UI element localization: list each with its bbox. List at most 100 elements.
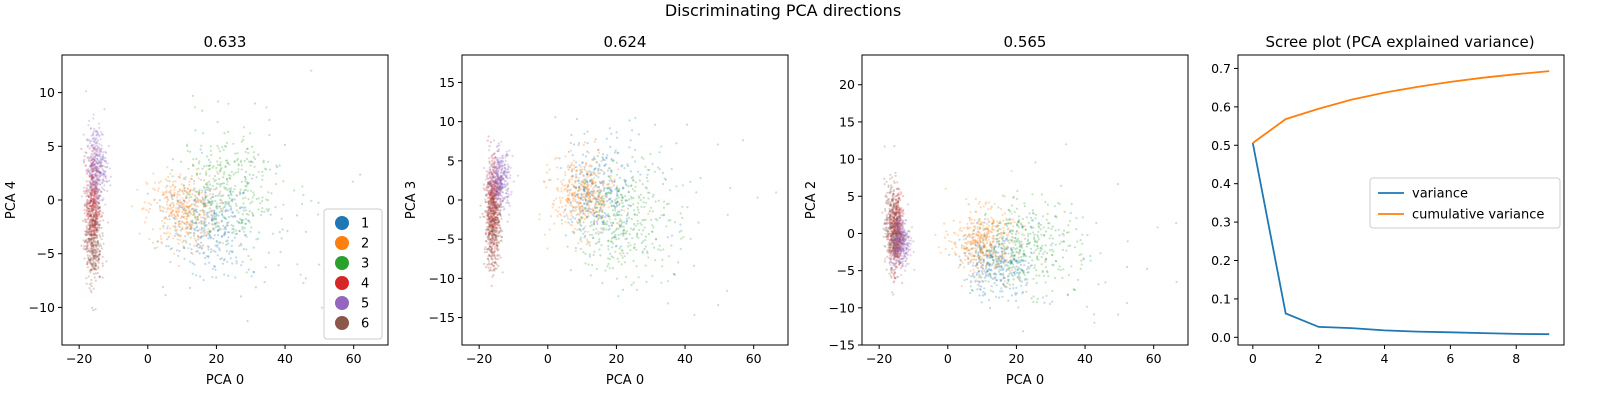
- point-class-4: [92, 229, 95, 232]
- point-class-2: [208, 174, 211, 178]
- point-class-5: [99, 150, 103, 153]
- point-class-3: [301, 185, 304, 188]
- point-class-1: [176, 249, 179, 252]
- point-class-2: [218, 194, 221, 197]
- point-class-2: [187, 247, 190, 250]
- point-class-1: [633, 160, 637, 163]
- point-class-1: [202, 227, 206, 230]
- point-class-5: [100, 144, 103, 147]
- point-class-6: [89, 185, 92, 188]
- point-class-1: [210, 196, 214, 199]
- point-class-2: [182, 208, 185, 212]
- point-class-2: [177, 214, 180, 218]
- point-class-3: [590, 221, 593, 224]
- point-class-2: [548, 228, 551, 231]
- point-class-5: [90, 162, 93, 165]
- point-class-6: [95, 244, 98, 247]
- point-class-2: [588, 174, 591, 177]
- panel-2-ylabel: PCA 3: [404, 181, 419, 219]
- point-class-2: [204, 228, 207, 231]
- point-class-1: [583, 132, 586, 135]
- point-class-1: [978, 273, 981, 276]
- point-class-4: [92, 175, 95, 178]
- point-class-5: [94, 168, 97, 172]
- point-class-3: [205, 172, 208, 175]
- point-class-1: [194, 129, 197, 132]
- point-class-6: [484, 246, 487, 249]
- point-class-5: [86, 145, 89, 148]
- point-class-3: [649, 206, 653, 209]
- point-class-4: [95, 218, 98, 221]
- point-class-3: [242, 202, 245, 205]
- point-class-4: [87, 213, 90, 216]
- point-class-3: [636, 233, 639, 236]
- point-class-3: [584, 230, 587, 233]
- point-class-1: [582, 153, 585, 156]
- point-class-2: [153, 199, 156, 202]
- point-class-6: [94, 240, 97, 243]
- point-class-2: [610, 174, 613, 177]
- point-class-3: [201, 189, 204, 192]
- point-class-5: [94, 130, 98, 134]
- point-class-2: [197, 236, 200, 239]
- point-class-4: [94, 185, 98, 188]
- point-class-3: [624, 238, 627, 241]
- point-class-2: [185, 220, 189, 223]
- point-class-2: [175, 217, 178, 220]
- point-class-1: [212, 195, 215, 199]
- point-class-1: [200, 247, 203, 250]
- point-class-4: [90, 233, 93, 236]
- point-class-3: [242, 135, 245, 138]
- point-class-2: [180, 189, 183, 192]
- point-class-2: [573, 159, 576, 162]
- point-class-2: [583, 141, 587, 144]
- point-class-2: [582, 173, 585, 177]
- point-class-6: [92, 257, 95, 260]
- point-class-6: [490, 262, 493, 266]
- point-class-1: [231, 200, 234, 203]
- point-class-1: [222, 234, 225, 237]
- point-class-5: [485, 170, 488, 173]
- point-class-3: [207, 232, 211, 235]
- point-class-5: [97, 139, 100, 142]
- point-class-5: [102, 156, 105, 159]
- point-class-3: [659, 249, 662, 252]
- point-class-5: [94, 146, 97, 149]
- point-class-6: [91, 225, 94, 228]
- point-class-3: [247, 213, 250, 216]
- point-class-4: [93, 201, 96, 204]
- point-class-4: [86, 262, 89, 266]
- point-class-4: [92, 224, 95, 227]
- point-class-6: [95, 208, 98, 211]
- point-class-1: [970, 222, 973, 225]
- point-class-3: [596, 213, 599, 217]
- point-class-5: [103, 159, 106, 162]
- point-class-3: [209, 145, 212, 148]
- point-class-3: [621, 196, 625, 199]
- point-class-2: [197, 198, 200, 201]
- point-class-1: [205, 213, 208, 216]
- point-class-3: [598, 191, 601, 194]
- point-class-5: [96, 186, 99, 189]
- point-class-6: [88, 227, 91, 231]
- point-class-5: [96, 201, 99, 204]
- point-class-4: [94, 191, 97, 194]
- point-class-5: [88, 165, 91, 168]
- point-class-5: [106, 221, 110, 224]
- point-class-5: [503, 185, 506, 188]
- point-class-6: [90, 263, 93, 266]
- point-class-3: [229, 177, 232, 180]
- point-class-3: [620, 214, 623, 217]
- point-class-4: [90, 204, 93, 207]
- point-class-2: [580, 171, 583, 174]
- point-class-3: [632, 281, 635, 284]
- point-class-6: [95, 256, 98, 259]
- point-class-3: [225, 187, 228, 190]
- point-class-6: [95, 243, 98, 246]
- point-class-5: [97, 169, 100, 172]
- point-class-1: [206, 199, 209, 202]
- point-class-1: [240, 264, 243, 267]
- point-class-3: [625, 199, 628, 202]
- point-class-2: [585, 164, 588, 167]
- point-class-2: [565, 200, 569, 203]
